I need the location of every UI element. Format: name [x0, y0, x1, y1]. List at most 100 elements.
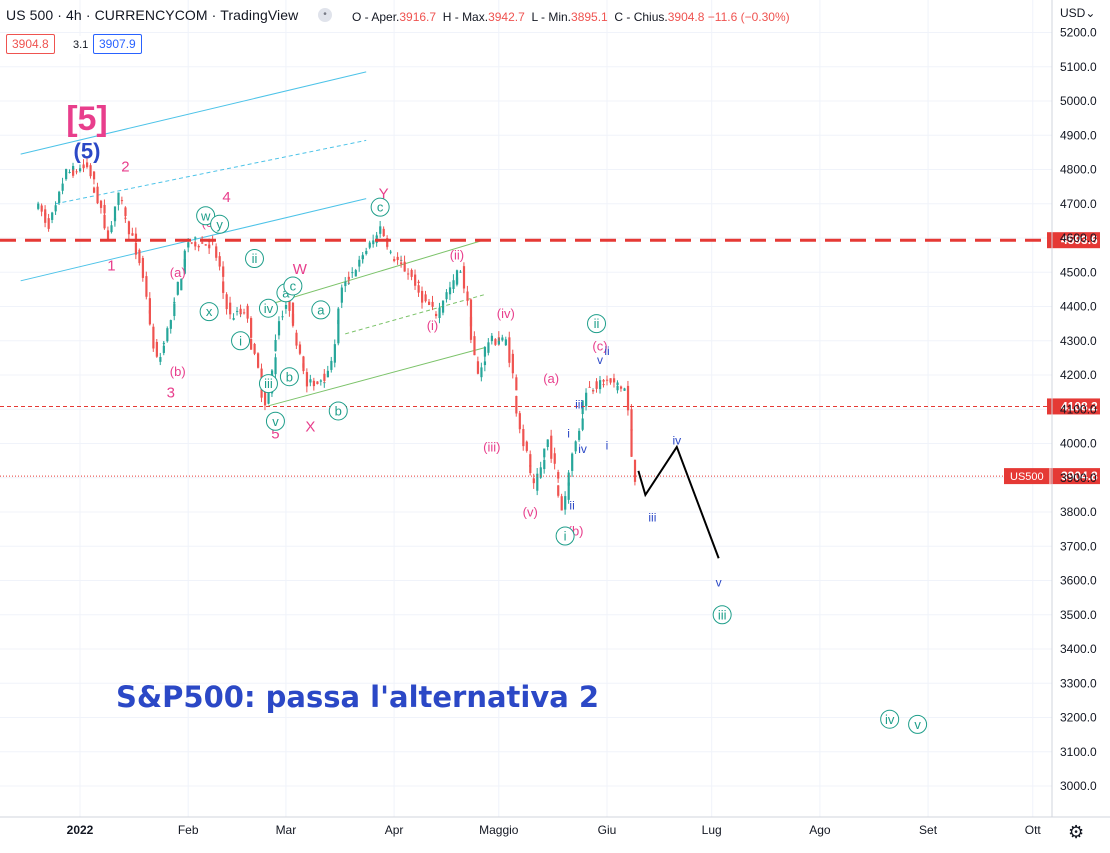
- time-tick-label: Ago: [809, 823, 831, 837]
- candle-body: [466, 291, 469, 301]
- price-tick-label: 3300.0: [1060, 676, 1097, 690]
- price-tick-label: 3400.0: [1060, 642, 1097, 656]
- candle-body: [508, 337, 511, 363]
- price-level-lines: 4593.6 4108.2 US500 3904.8: [0, 232, 1100, 485]
- candle-body: [176, 281, 179, 295]
- candle-body: [382, 228, 385, 237]
- candle-body: [417, 285, 420, 293]
- lower-channel-line: [20, 198, 367, 282]
- wave-label: 1: [107, 258, 115, 275]
- candle-body: [469, 316, 473, 340]
- candle-body: [494, 339, 497, 345]
- candle-body: [553, 453, 556, 464]
- sell-price-box[interactable]: 3904.8: [6, 34, 55, 54]
- high-label: H - Max.: [442, 10, 489, 24]
- candle-body: [250, 339, 253, 350]
- candlestick-series: [37, 158, 637, 515]
- candle-body: [459, 271, 462, 273]
- price-tick-label: 4600.0: [1060, 231, 1097, 245]
- price-level-badge-text: 4593.6: [1061, 233, 1098, 247]
- candle-body: [602, 379, 605, 382]
- candle-body: [592, 390, 595, 392]
- candle-body: [96, 186, 99, 204]
- candle-body: [396, 256, 399, 261]
- candle-body: [441, 300, 445, 306]
- candle-body: [333, 344, 336, 363]
- candle-body: [504, 339, 507, 346]
- candle-body: [284, 304, 288, 309]
- legend-menu-button[interactable]: •: [318, 8, 332, 22]
- candle-body: [190, 242, 193, 244]
- low-value: 3895.1: [571, 10, 608, 24]
- price-tick-label: 4000.0: [1060, 437, 1097, 451]
- wave-label: ii: [252, 251, 258, 266]
- wave-label-circle: [283, 276, 303, 296]
- symbol-legend[interactable]: US 500 · 4h · CURRENCYCOM · TradingView: [6, 7, 299, 23]
- candle-body: [550, 435, 553, 459]
- wave-label: b: [286, 369, 293, 384]
- candle-body: [518, 413, 521, 430]
- time-axis[interactable]: 2022 Feb Mar Apr Maggio Giu Lug Ago Set Ott: [0, 816, 1110, 837]
- candle-body: [51, 212, 54, 220]
- candle-body: [295, 332, 298, 346]
- candle-body: [630, 429, 633, 457]
- candle-body: [581, 400, 584, 415]
- candle-body: [431, 305, 434, 307]
- price-tick-label: 4500.0: [1060, 265, 1097, 279]
- symbol-name: US 500: [6, 7, 54, 23]
- candle-body: [152, 326, 155, 349]
- candle-body: [633, 459, 637, 482]
- wave-label-circle: [555, 526, 575, 546]
- candle-body: [166, 328, 169, 342]
- wave-label-circle: [231, 331, 251, 351]
- candle-body: [65, 169, 68, 180]
- candle-body: [187, 242, 190, 248]
- candle-body: [344, 281, 347, 287]
- candle-body: [347, 276, 350, 280]
- gear-icon[interactable]: ⚙: [1068, 822, 1085, 842]
- price-level-badge-text: 4108.2: [1061, 399, 1098, 413]
- candle-body: [222, 281, 225, 293]
- candle-body: [487, 342, 490, 353]
- candle-body: [330, 360, 333, 370]
- candle-body: [557, 472, 560, 479]
- price-tick-label: 3200.0: [1060, 711, 1097, 725]
- price-tick-label: 4700.0: [1060, 197, 1097, 211]
- time-tick-label: Ott: [1025, 823, 1042, 837]
- candle-body: [194, 242, 197, 247]
- candle-body: [267, 386, 270, 404]
- wave-label: (iv): [497, 306, 515, 321]
- buy-price-box[interactable]: 3907.9: [93, 34, 142, 54]
- green-channel-mid: [345, 294, 485, 335]
- candle-body: [215, 246, 218, 258]
- price-tick-label: 3500.0: [1060, 608, 1097, 622]
- candle-body: [253, 343, 256, 354]
- candle-body: [455, 270, 459, 284]
- currency-selector[interactable]: USD⌄: [1060, 6, 1095, 20]
- candle-body: [58, 191, 61, 196]
- candle-body: [277, 321, 281, 336]
- candle-body: [124, 217, 127, 219]
- wave-label-circle: [328, 401, 348, 421]
- price-axis[interactable]: 5200.0 5100.0 5000.0 4900.0 4800.0 4700.0 4600…: [1051, 0, 1097, 817]
- candle-body: [469, 299, 473, 327]
- candle-body: [162, 343, 165, 345]
- wave-label-circle: [265, 411, 285, 431]
- candle-body: [386, 245, 389, 247]
- candle-body: [40, 205, 43, 212]
- candle-body: [480, 367, 483, 378]
- candle-body: [616, 385, 619, 391]
- candle-body: [497, 340, 500, 345]
- candle-body: [243, 312, 246, 314]
- time-tick-label: Mar: [276, 823, 297, 837]
- candle-body: [393, 259, 396, 262]
- wave-label: (ii): [450, 248, 464, 263]
- candle-body: [522, 429, 525, 447]
- chart-header: US 500 · 4h · CURRENCYCOM · TradingView …: [0, 0, 1052, 32]
- wave-label: iv: [578, 442, 587, 456]
- candle-body: [539, 467, 542, 478]
- wave-label: 5: [271, 425, 279, 442]
- candle-body: [288, 293, 291, 311]
